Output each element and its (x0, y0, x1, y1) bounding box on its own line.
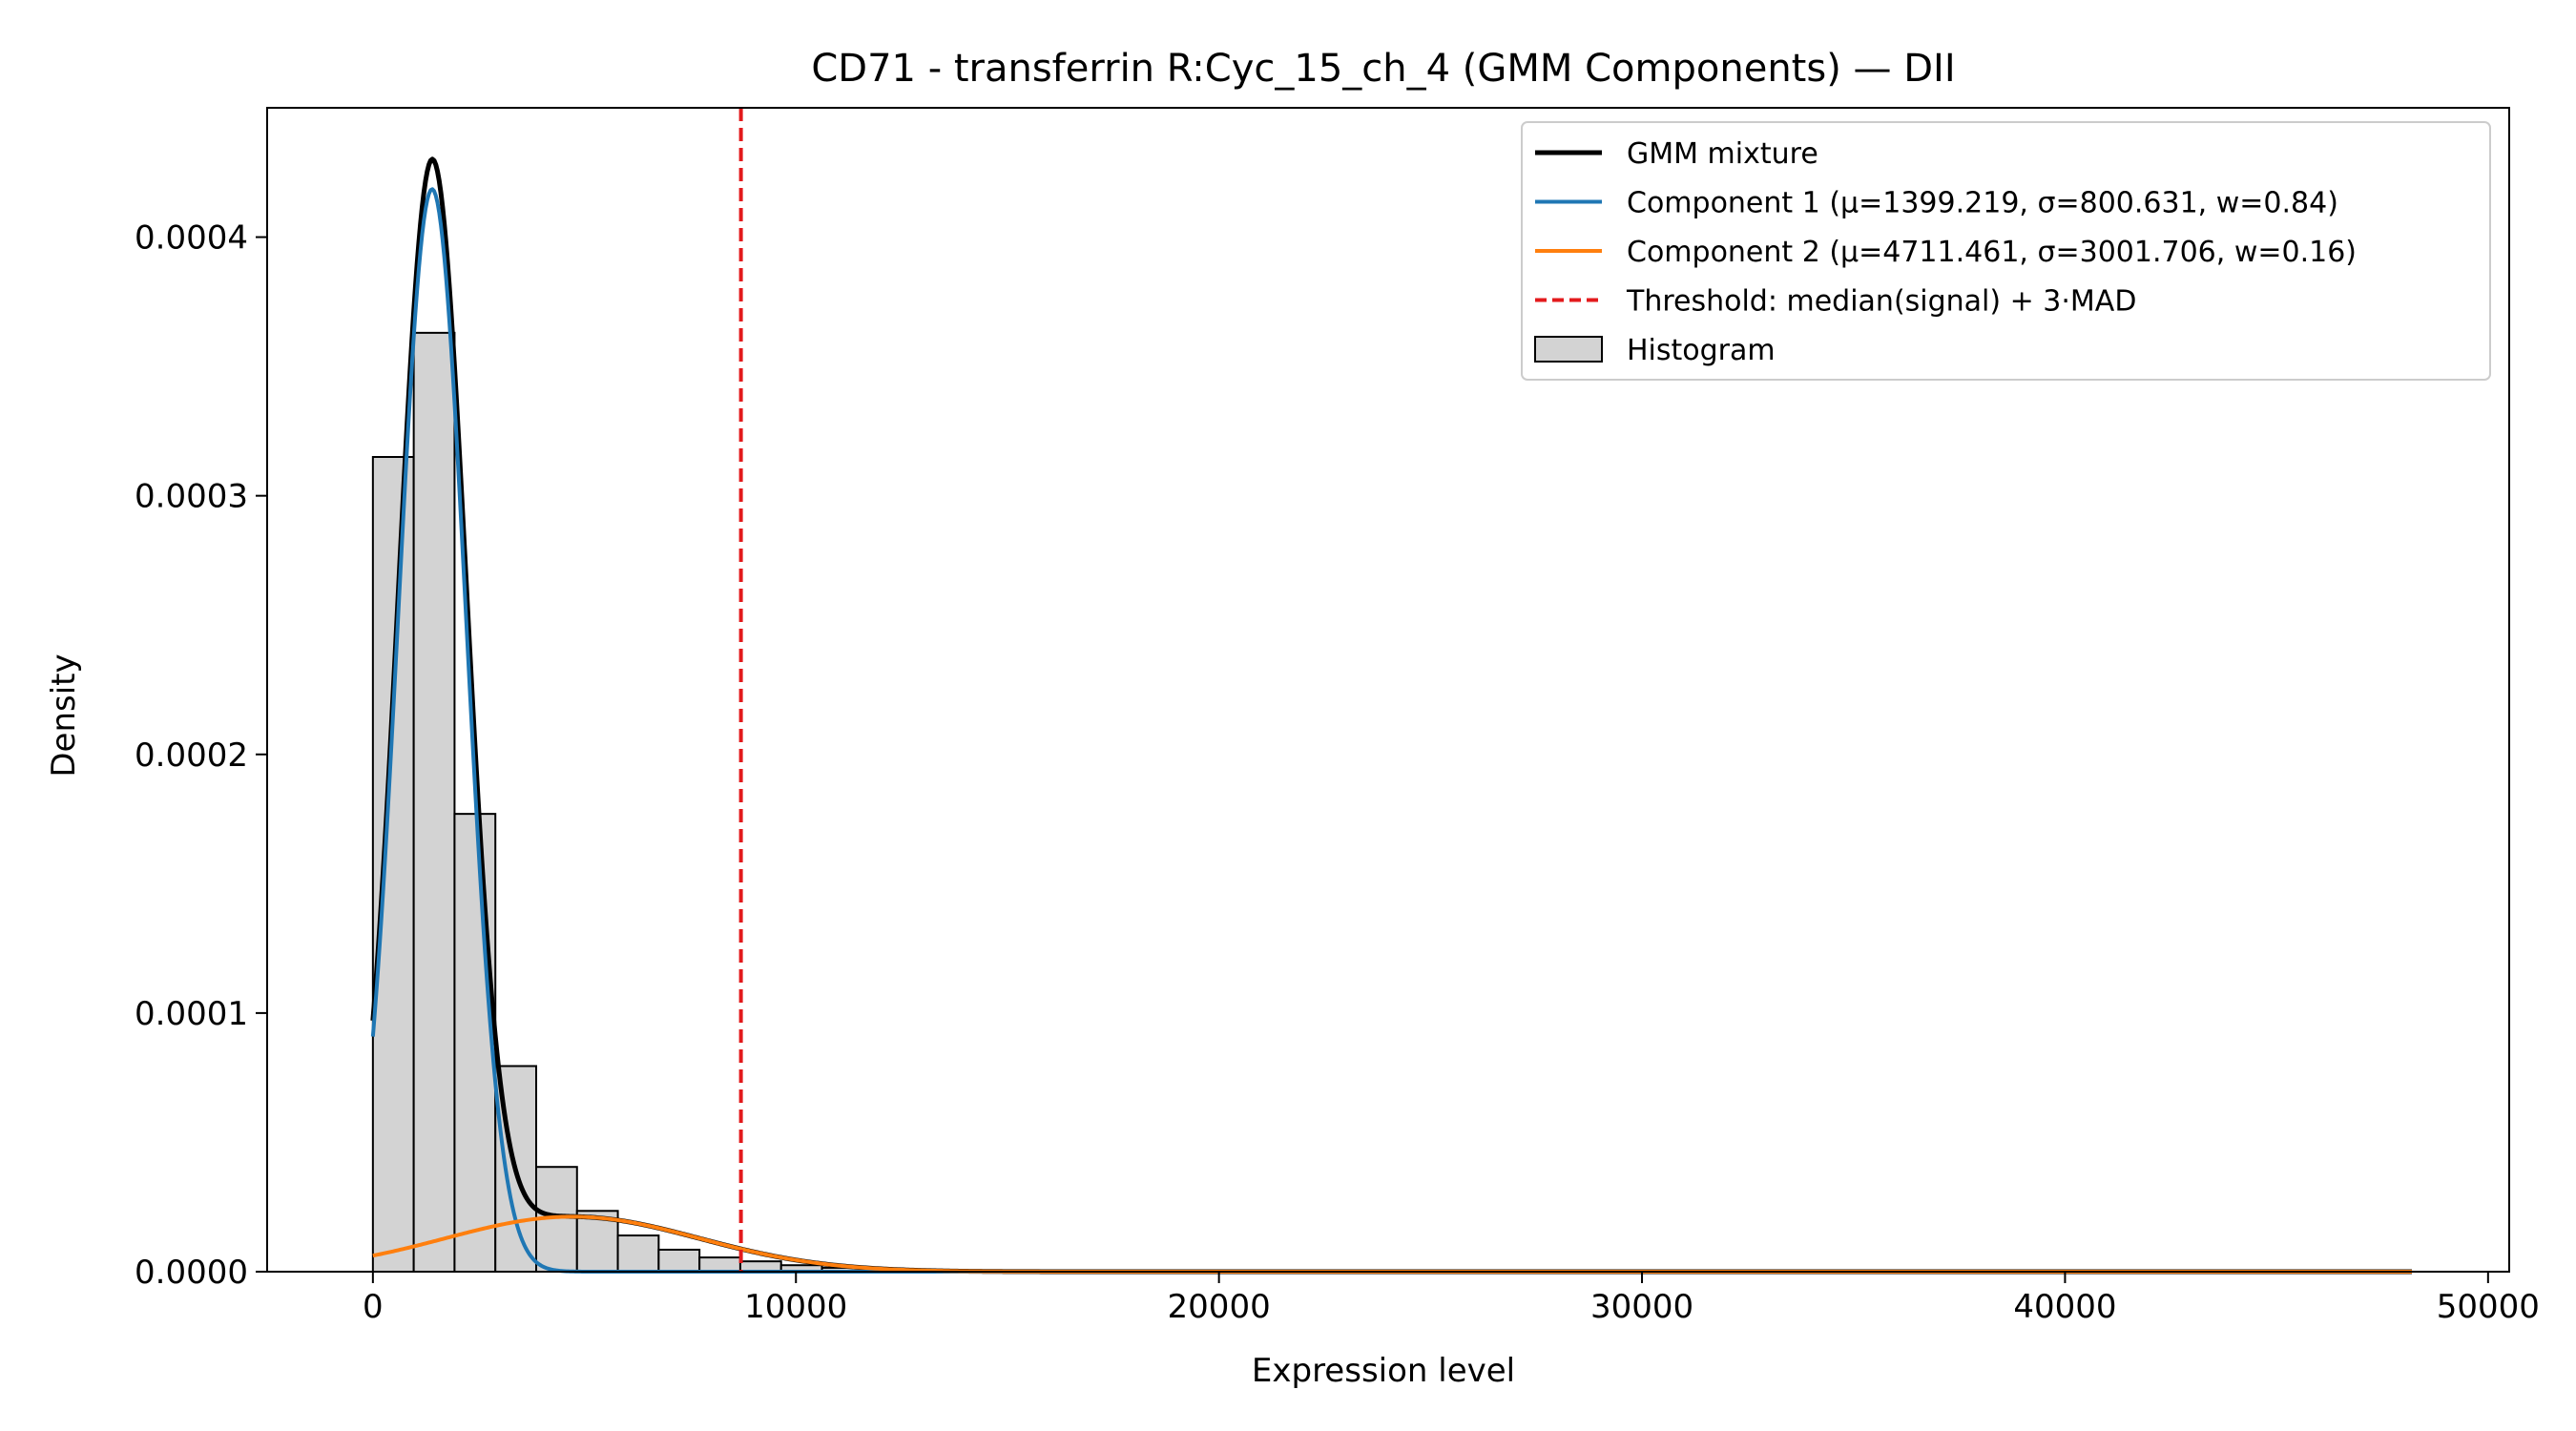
legend-label: Component 1 (μ=1399.219, σ=800.631, w=0.… (1627, 187, 2338, 220)
x-tick-label: 50000 (2437, 1288, 2540, 1326)
legend-item-histogram: Histogram (1534, 334, 1776, 367)
plot-frame (266, 107, 2510, 1273)
legend-item-component-2: Component 2 (μ=4711.461, σ=3001.706, w=0… (1535, 236, 2357, 269)
x-tick-label: 30000 (1590, 1288, 1693, 1326)
x-axis-label: Expression level (1252, 1352, 1515, 1390)
x-tick-label: 40000 (2013, 1288, 2116, 1326)
x-tick-label: 20000 (1168, 1288, 1271, 1326)
legend-swatch (1534, 336, 1603, 363)
legend-item-threshold: Threshold: median(signal) + 3·MAD (1535, 285, 2136, 319)
legend-label: GMM mixture (1627, 137, 1818, 171)
histogram-bar (412, 331, 456, 1274)
legend-item-gmm-mixture: GMM mixture (1535, 137, 1818, 171)
y-tick-label: 0.0002 (135, 736, 248, 775)
legend-item-component-1: Component 1 (μ=1399.219, σ=800.631, w=0.… (1535, 187, 2338, 220)
legend-label: Histogram (1627, 334, 1776, 367)
histogram-bar (657, 1248, 701, 1274)
chart-title: CD71 - transferrin R:Cyc_15_ch_4 (GMM Co… (811, 47, 1955, 91)
y-tick-label: 0.0001 (135, 995, 248, 1033)
legend-box (1521, 121, 2491, 381)
plot-area: 0 10000 20000 30000 40000 50000 0.0000 0.0001 0.… (135, 107, 2540, 1326)
legend-label: Component 2 (μ=4711.461, σ=3001.706, w=0… (1627, 236, 2357, 269)
legend-label: Threshold: median(signal) + 3·MAD (1626, 285, 2136, 319)
y-tick-label: 0.0003 (135, 478, 248, 516)
histogram-bar (453, 813, 497, 1274)
y-tick-label: 0.0004 (135, 219, 248, 258)
histogram-bar (616, 1234, 660, 1273)
x-tick-label: 0 (363, 1288, 384, 1326)
x-tick-label: 10000 (744, 1288, 847, 1326)
y-tick-label: 0.0000 (135, 1254, 248, 1292)
histogram-bar (698, 1256, 741, 1273)
histogram-bar (371, 456, 415, 1273)
legend: GMM mixture Component 1 (μ=1399.219, σ=80… (1521, 121, 2491, 381)
y-axis-label: Density (45, 653, 83, 777)
